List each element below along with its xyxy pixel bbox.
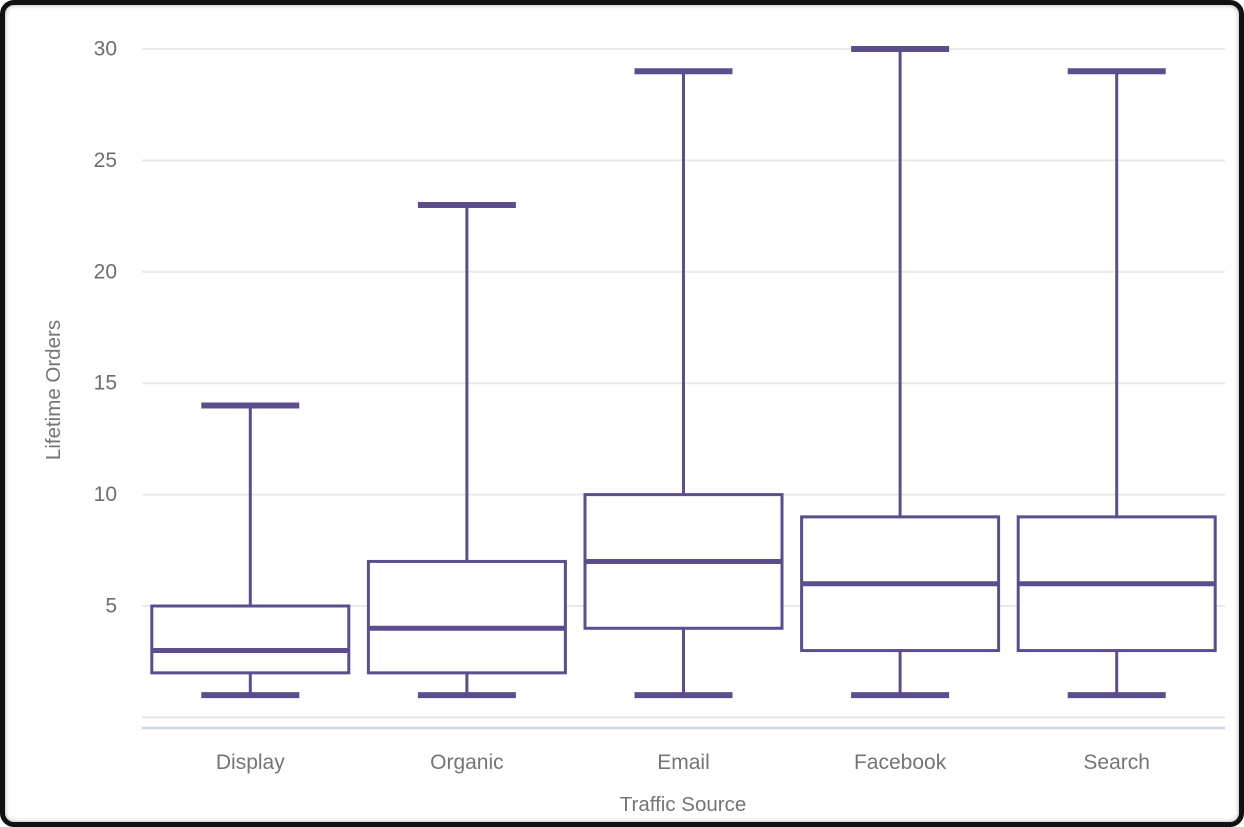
iqr-box — [366, 559, 567, 675]
category-label: Display — [216, 751, 285, 774]
box-facebook — [800, 46, 1001, 699]
y-tick-label: 30 — [94, 38, 117, 61]
y-axis-tick-labels: 5 10 15 20 25 30 — [94, 38, 117, 618]
category-label: Search — [1083, 751, 1150, 774]
y-axis-title: Lifetime Orders — [42, 320, 65, 460]
iqr-box — [150, 604, 351, 675]
y-tick-label: 20 — [94, 260, 117, 283]
y-tick-label: 10 — [94, 483, 117, 506]
box-organic — [366, 201, 567, 699]
x-axis-category-labels: Display Organic Email Facebook Search — [216, 751, 1150, 774]
boxplot-chart: 5 10 15 20 25 30 Display Organic Email Facebook S… — [42, 38, 1225, 816]
category-label: Organic — [430, 751, 504, 774]
y-tick-label: 25 — [94, 149, 117, 172]
box-display — [150, 402, 351, 699]
box-email — [583, 68, 784, 699]
box-series — [150, 46, 1217, 699]
box-search — [1016, 68, 1217, 699]
category-label: Facebook — [854, 751, 947, 774]
y-tick-label: 15 — [94, 372, 117, 395]
y-tick-label: 5 — [105, 595, 117, 618]
x-axis-title: Traffic Source — [620, 793, 746, 816]
category-label: Email — [657, 751, 710, 774]
